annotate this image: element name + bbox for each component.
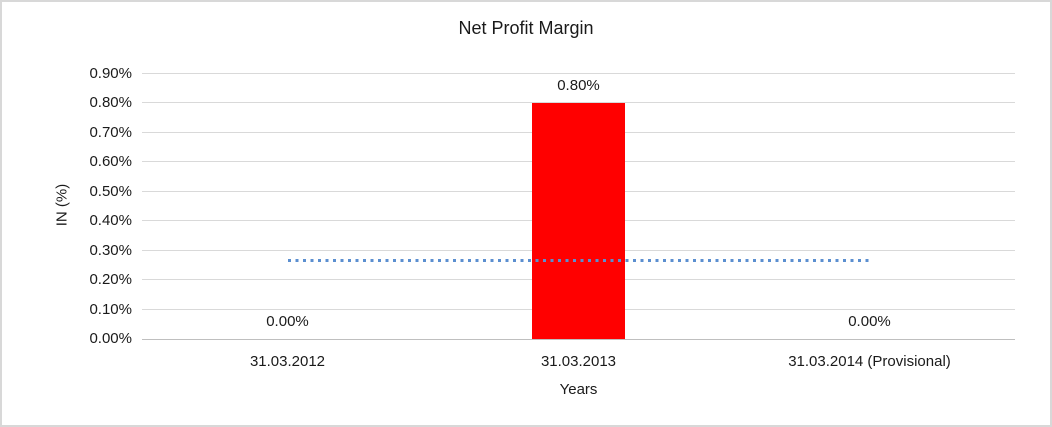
y-tick-label: 0.20% <box>89 271 132 289</box>
chart-title: Net Profit Margin <box>458 18 594 38</box>
category-label: 31.03.2014 (Provisional) <box>788 353 951 370</box>
bar-31.03.2013 <box>532 103 625 339</box>
y-tick-label: 0.30% <box>89 241 132 259</box>
y-axis: 0.00% 0.10% 0.20% 0.30% 0.40% 0.50% 0.60% 0.70%… <box>52 66 132 347</box>
y-tick-label: 0.60% <box>89 153 132 171</box>
data-label: 0.00% <box>848 313 891 330</box>
trendline-dotted <box>287 259 870 263</box>
data-label: 0.00% <box>266 313 309 330</box>
category-label: 31.03.2013 <box>540 353 617 370</box>
x-axis: 31.03.2012 31.03.2013 31.03.2014 (Provisio… <box>142 339 1015 379</box>
x-axis-title: Years <box>559 381 598 398</box>
gridline <box>142 102 1015 104</box>
gridline <box>142 339 1015 340</box>
y-tick-label: 0.90% <box>89 65 132 82</box>
category-label: 31.03.2012 <box>249 353 326 370</box>
data-label: 0.80% <box>557 77 600 95</box>
y-tick-label: 0.50% <box>89 182 132 200</box>
gridline <box>142 73 1015 74</box>
y-tick-label: 0.10% <box>89 300 132 318</box>
y-tick-label: 0.40% <box>89 212 132 230</box>
y-tick-label: 0.00% <box>89 330 132 347</box>
y-tick-label: 0.80% <box>89 94 132 112</box>
plot-area: 0.00% 0.80% 0.00% <box>142 73 1015 340</box>
y-tick-label: 0.70% <box>89 123 132 141</box>
